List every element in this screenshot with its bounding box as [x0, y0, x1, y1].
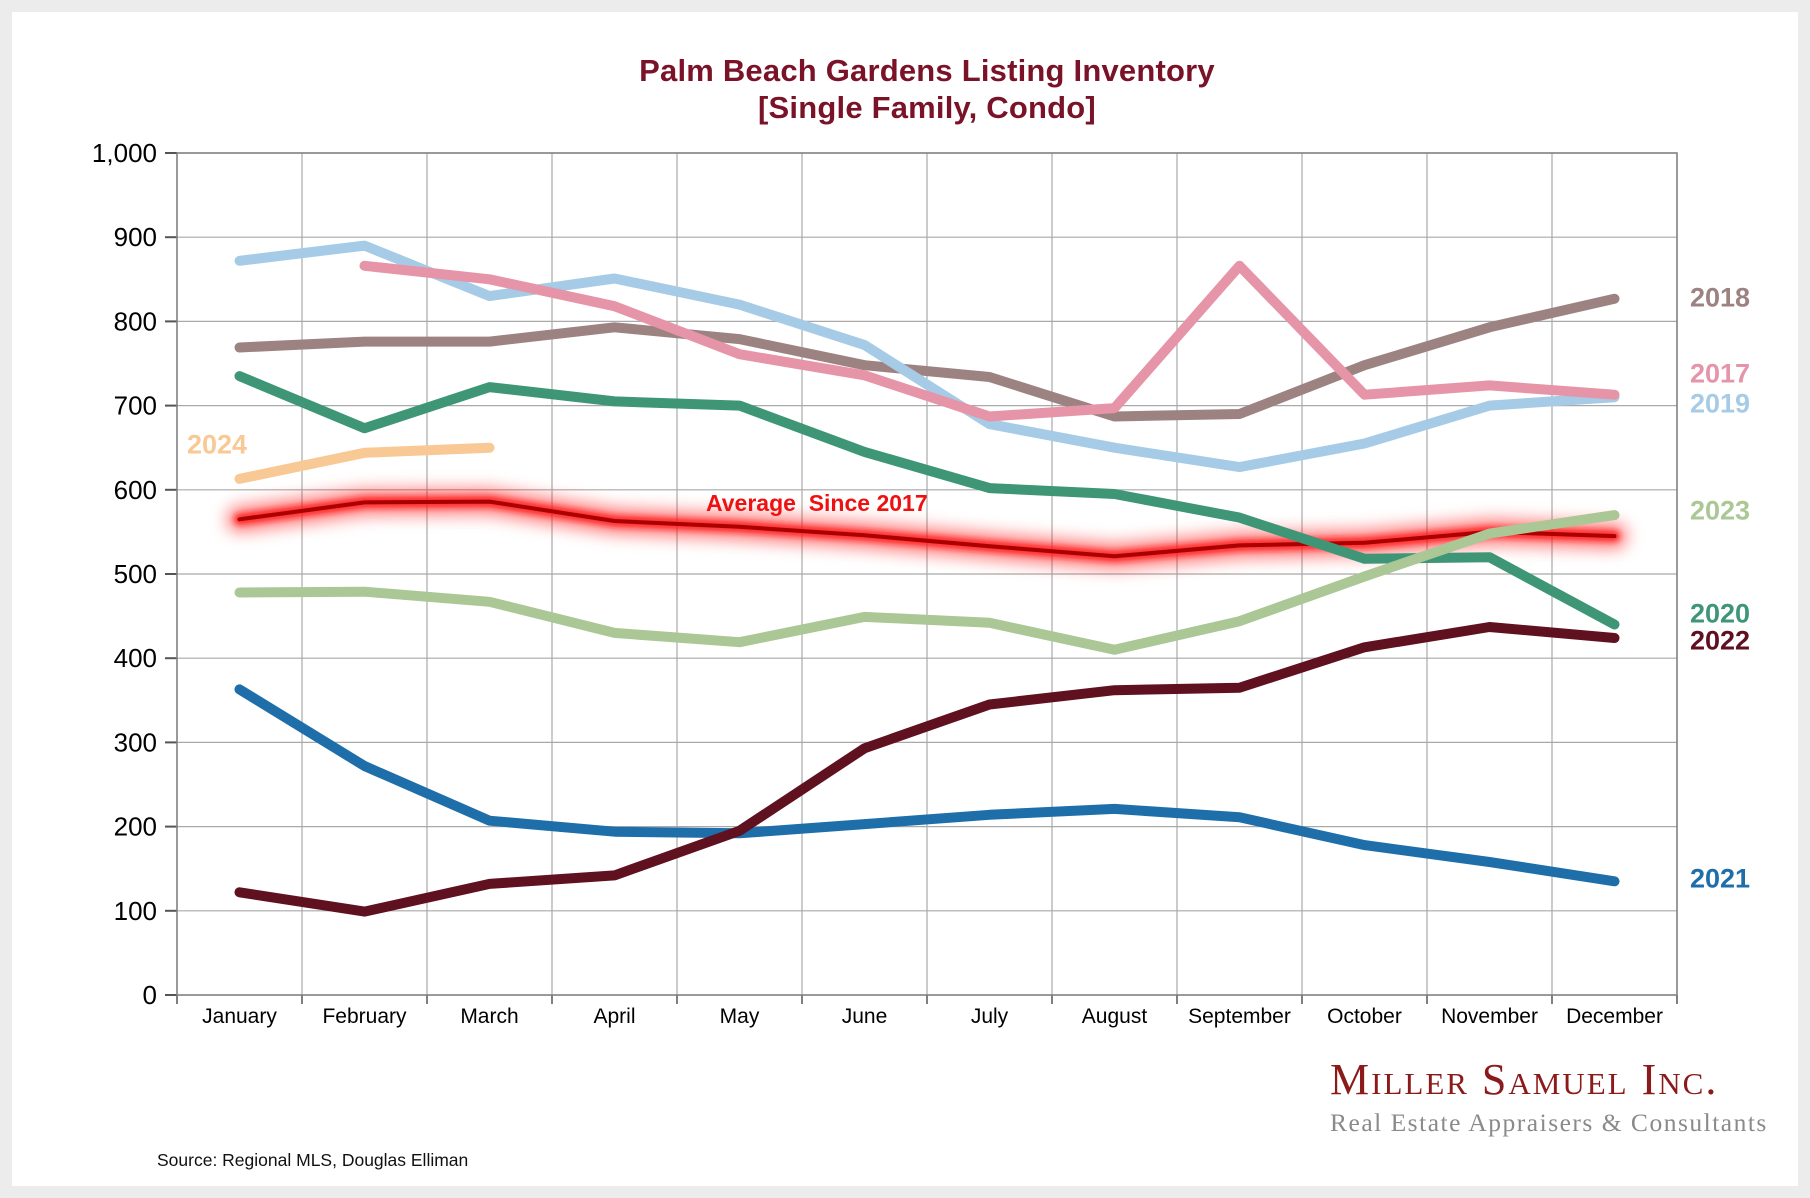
x-axis-month-label: December [1566, 1005, 1663, 1028]
chart-title-block: Palm Beach Gardens Listing Inventory [Si… [177, 52, 1677, 126]
year-label-2017: 2017 [1690, 358, 1751, 389]
x-axis-month-label: May [720, 1005, 760, 1028]
chart-title-line1: Palm Beach Gardens Listing Inventory [639, 53, 1215, 88]
year-label-2018: 2018 [1690, 282, 1751, 313]
x-axis-month-label: March [460, 1005, 518, 1028]
x-axis-month-label: October [1327, 1005, 1402, 1028]
y-axis-tick-label: 800 [114, 306, 157, 336]
series-line-2017 [359, 260, 1620, 422]
year-label-2023: 2023 [1690, 495, 1751, 526]
series-line-2022 [234, 622, 1620, 917]
series-line-2024 [234, 442, 495, 484]
source-line: Source: Regional MLS, Douglas Elliman [157, 1150, 469, 1170]
y-axis-tick-label: 300 [114, 727, 157, 757]
logo-tagline: Real Estate Appraisers & Consultants [1330, 1108, 1768, 1137]
average-line [237, 499, 1617, 559]
year-label-2021: 2021 [1690, 863, 1751, 894]
x-axis-month-label: February [322, 1005, 407, 1028]
series-line-2023 [234, 510, 1620, 655]
plot-border [176, 152, 1678, 996]
x-axis-month-label: September [1188, 1005, 1291, 1028]
y-axis-tick-label: 500 [114, 559, 157, 589]
miller-samuel-logo: Miller Samuel Inc. Real Estate Appraiser… [1330, 1058, 1770, 1138]
series-line-2019 [234, 240, 1620, 473]
year-label-2020: 2020 [1690, 598, 1751, 629]
y-axis-tick-label: 200 [114, 812, 157, 842]
footer-text-block: Source: Regional MLS, Douglas Elliman Co… [157, 1078, 661, 1198]
x-axis-month-label: June [842, 1005, 888, 1028]
year-label-2022: 2022 [1690, 625, 1751, 656]
x-axis-month-label: August [1082, 1005, 1148, 1028]
y-axis-tick-label: 700 [114, 391, 157, 421]
series-line-2020 [234, 371, 1620, 630]
y-axis-tick-label: 600 [114, 475, 157, 505]
chart-title-line2: [Single Family, Condo] [758, 90, 1096, 125]
y-axis-tick-label: 400 [114, 643, 157, 673]
y-axis-tick-label: 0 [143, 980, 157, 1010]
x-axis-month-label: April [593, 1005, 635, 1028]
series-line-2021 [234, 684, 1620, 887]
chart-card [12, 12, 1798, 1186]
series-line-2018 [234, 293, 1620, 422]
x-axis-month-label: July [971, 1005, 1009, 1028]
y-axis-tick-label: 100 [114, 896, 157, 926]
y-axis-tick-label: 900 [114, 222, 157, 252]
x-axis-month-label: November [1441, 1005, 1538, 1028]
x-axis-month-label: January [202, 1005, 277, 1028]
average-line-label: Average Since 2017 [706, 490, 928, 516]
y-axis-tick-label: 1,000 [92, 138, 157, 168]
year-label-2019: 2019 [1690, 388, 1751, 419]
logo-name: Miller Samuel Inc. [1330, 1055, 1719, 1104]
year-label-2024-left: 2024 [187, 429, 248, 460]
